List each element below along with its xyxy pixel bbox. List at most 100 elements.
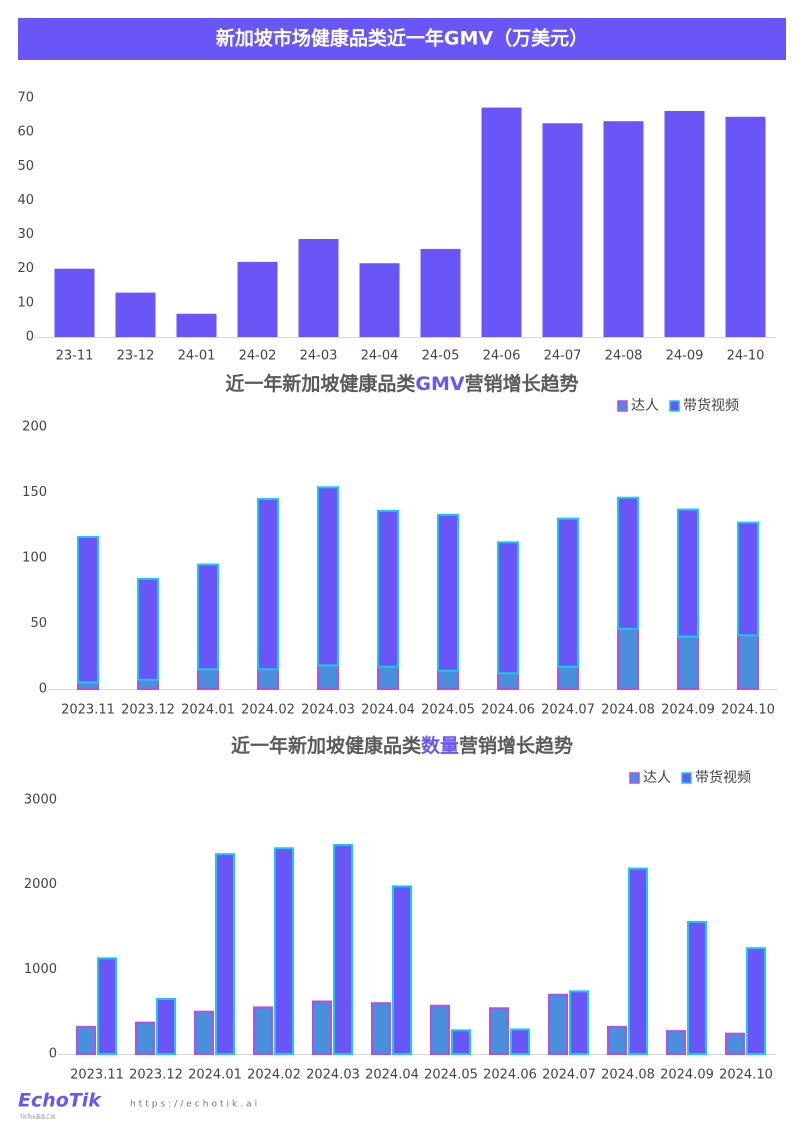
bar [194, 1010, 214, 1056]
bar [392, 885, 412, 1055]
x-tick-label: 2024.07 [542, 1068, 596, 1083]
x-tick-label: 24-06 [483, 349, 521, 364]
title-part: 数量 [421, 734, 459, 757]
bar [176, 313, 217, 337]
x-tick-label: 23-11 [56, 349, 94, 364]
title-part: 近一年新加坡健康品类 [231, 734, 421, 757]
y-tick-label: 70 [17, 91, 34, 106]
x-tick-label: 24-09 [666, 349, 704, 364]
bar [548, 993, 568, 1056]
x-tick-label: 23-12 [117, 349, 155, 364]
x-tick-label: 2024.08 [601, 1068, 655, 1083]
banner-title: 新加坡市场健康品类近一年GMV（万美元） [216, 27, 588, 50]
title-part: GMV [415, 373, 465, 395]
x-tick-label: 24-10 [727, 349, 765, 364]
bar [628, 867, 648, 1056]
legend-label: 带货视频 [695, 769, 751, 786]
y-tick-label: 30 [17, 227, 34, 242]
bar-segment [137, 577, 159, 681]
title-part: 营销增长趋势 [459, 734, 573, 757]
y-tick-label: 150 [22, 485, 47, 500]
bar-segment [737, 521, 759, 637]
bar-segment [257, 498, 279, 671]
logo: EchoTik [18, 1090, 102, 1112]
bar-segment [197, 563, 219, 671]
bar-segment [377, 509, 399, 668]
y-tick-label: 0 [49, 1047, 57, 1062]
bar-segment [557, 665, 579, 690]
y-tick-label: 1000 [24, 962, 57, 977]
bar-segment [557, 517, 579, 668]
bar [274, 847, 294, 1056]
bar [97, 957, 117, 1055]
bar [359, 263, 400, 337]
legend-swatch [617, 400, 628, 412]
bar-segment [137, 678, 159, 691]
legend-label: 达人 [643, 770, 671, 786]
x-tick-label: 2024.05 [421, 703, 475, 718]
x-tick-label: 2024.10 [721, 703, 775, 718]
bar [725, 1032, 745, 1056]
bar [237, 261, 278, 337]
x-tick-label: 24-04 [361, 349, 399, 364]
bar [603, 121, 644, 338]
x-tick-label: 2024.07 [541, 703, 595, 718]
y-tick-label: 2000 [24, 877, 57, 892]
bar [54, 268, 95, 337]
bar-segment [317, 664, 339, 690]
legend-label: 达人 [631, 398, 659, 414]
x-tick-label: 2023.11 [61, 703, 115, 718]
bar [542, 123, 583, 337]
chart-title: 近一年新加坡健康品类GMV营销增长趋势 [225, 372, 578, 395]
x-tick-label: 24-03 [300, 349, 338, 364]
x-tick-label: 2024.04 [365, 1068, 419, 1083]
bar [664, 110, 705, 337]
x-tick-label: 2024.08 [601, 703, 655, 718]
bar-segment [77, 536, 99, 684]
legend-swatch [681, 772, 692, 784]
y-tick-label: 20 [17, 261, 34, 276]
bar-segment [677, 635, 699, 690]
x-tick-label: 2024.01 [188, 1068, 242, 1083]
x-tick-label: 2023.12 [121, 703, 175, 718]
bar [746, 947, 766, 1056]
bar [298, 239, 339, 337]
x-tick-label: 24-05 [422, 349, 460, 364]
x-tick-label: 2024.06 [481, 703, 535, 718]
x-tick-label: 24-08 [605, 349, 643, 364]
y-tick-label: 50 [30, 616, 47, 631]
bar-segment [317, 486, 339, 667]
x-tick-label: 2024.10 [719, 1068, 773, 1083]
url: https://echotik.ai [130, 1100, 260, 1110]
x-tick-label: 2023.12 [129, 1068, 183, 1083]
y-tick-label: 40 [17, 193, 34, 208]
bar-segment [437, 513, 459, 672]
bar [253, 1006, 273, 1056]
x-tick-label: 24-02 [239, 349, 277, 364]
x-tick-label: 2023.11 [70, 1068, 124, 1083]
y-tick-label: 50 [17, 159, 34, 174]
y-tick-label: 100 [22, 551, 47, 566]
y-tick-label: 60 [17, 125, 34, 140]
banner [18, 18, 786, 60]
title-part: 近一年新加坡健康品类 [225, 372, 415, 395]
bar [333, 843, 353, 1056]
bar [215, 853, 235, 1055]
legend-swatch [669, 400, 680, 412]
bar [312, 1000, 332, 1055]
bar-segment [197, 668, 219, 690]
bar-segment [677, 508, 699, 638]
bar-segment [377, 665, 399, 690]
bar [115, 292, 156, 337]
bar [430, 1004, 450, 1055]
x-tick-label: 2024.02 [247, 1068, 301, 1083]
bar-segment [257, 668, 279, 690]
bar [156, 997, 176, 1056]
y-tick-label: 0 [39, 682, 47, 697]
bar [607, 1025, 627, 1055]
x-tick-label: 2024.03 [306, 1068, 360, 1083]
logo-sub: TikTok选品工具 [19, 1114, 55, 1121]
legend-swatch [629, 772, 640, 784]
x-tick-label: 2024.01 [181, 703, 235, 718]
